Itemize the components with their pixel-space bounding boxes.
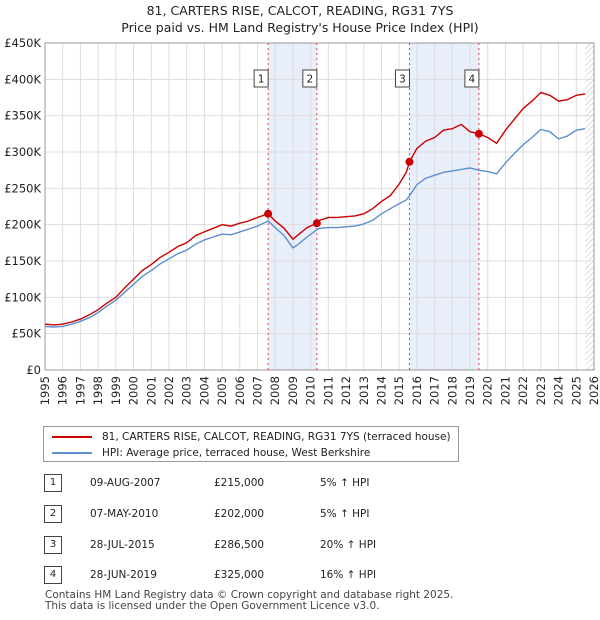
transaction-number: 1 <box>44 474 62 492</box>
transaction-hpi: 5% ↑ HPI <box>320 477 370 489</box>
y-tick-label: £100K <box>4 290 41 304</box>
legend-label-hpi: HPI: Average price, terraced house, West… <box>102 447 371 459</box>
x-tick-label: 2004 <box>197 376 211 405</box>
sale-label-box <box>302 69 318 88</box>
sale-point <box>474 129 483 138</box>
footer-copyright: Contains HM Land Registry data © Crown c… <box>45 589 454 601</box>
x-tick-label: 2016 <box>410 376 424 405</box>
sale-label-number: 3 <box>399 74 406 86</box>
sale-label-box <box>464 69 480 88</box>
x-tick-label: 2017 <box>428 376 442 405</box>
y-tick-label: £400K <box>4 72 41 86</box>
x-tick-label: 2023 <box>534 376 548 405</box>
footer: Contains HM Land Registry data © Crown c… <box>45 590 453 612</box>
series-line-hpi <box>44 128 586 328</box>
transaction-price: £215,000 <box>214 477 265 489</box>
legend-swatch-property <box>52 436 92 438</box>
x-tick-label: 1995 <box>38 376 52 405</box>
y-tick-label: £150K <box>4 254 41 268</box>
x-tick-label: 2018 <box>445 376 459 405</box>
plot-border <box>44 42 595 371</box>
transaction-hpi: 20% ↑ HPI <box>320 539 377 551</box>
x-tick-label: 2025 <box>569 376 583 405</box>
transaction-date: 07-MAY-2010 <box>90 508 159 520</box>
legend-swatch-hpi <box>52 452 92 454</box>
legend-label-property: 81, CARTERS RISE, CALCOT, READING, RG31 … <box>102 431 451 443</box>
footer-licence: This data is licensed under the Open Gov… <box>45 600 380 612</box>
x-tick-label: 2012 <box>339 376 353 405</box>
x-tick-label: 2000 <box>127 376 141 405</box>
legend: 81, CARTERS RISE, CALCOT, READING, RG31 … <box>43 426 459 462</box>
y-tick-label: £200K <box>4 218 41 232</box>
chart-subtitle: Price paid vs. HM Land Registry's House … <box>121 20 479 35</box>
sale-label-box <box>394 69 410 88</box>
x-tick-label: 2003 <box>180 376 194 405</box>
transaction-price: £325,000 <box>214 569 265 581</box>
chart-title: 81, CARTERS RISE, CALCOT, READING, RG31 … <box>146 3 454 18</box>
transaction-number: 3 <box>44 536 62 554</box>
x-tick-label: 1998 <box>91 376 105 405</box>
x-tick-label: 2011 <box>321 376 335 405</box>
y-tick-label: £0 <box>26 363 41 377</box>
x-tick-label: 2013 <box>357 376 371 405</box>
x-tick-label: 1996 <box>56 376 70 405</box>
x-tick-label: 2007 <box>251 376 265 405</box>
x-tick-label: 2014 <box>374 376 388 405</box>
x-tick-label: 2026 <box>587 376 600 405</box>
sale-label-number: 1 <box>258 74 265 86</box>
x-tick-label: 2022 <box>516 376 530 405</box>
transaction-price: £286,500 <box>214 539 265 551</box>
x-tick-label: 1997 <box>73 376 87 405</box>
transaction-number: 2 <box>44 505 62 523</box>
transaction-date: 09-AUG-2007 <box>90 477 161 489</box>
x-tick-label: 2019 <box>463 376 477 405</box>
price-chart: £0 £50K £100K £150K £200K £250K £300K £350K £400… <box>4 36 600 405</box>
transaction-date: 28-JUN-2019 <box>90 569 157 581</box>
x-tick-label: 2008 <box>268 376 282 405</box>
x-tick-label: 2002 <box>162 376 176 405</box>
transaction-date: 28-JUL-2015 <box>90 539 155 551</box>
y-tick-label: £450K <box>4 36 41 50</box>
x-tick-label: 2006 <box>233 376 247 405</box>
x-tick-label: 2015 <box>392 376 406 405</box>
y-tick-label: £250K <box>4 181 41 195</box>
transaction-price: £202,000 <box>214 508 265 520</box>
x-tick-label: 2020 <box>481 376 495 405</box>
x-tick-label: 2009 <box>286 376 300 405</box>
forecast-hatch <box>585 43 594 370</box>
x-tick-label: 2010 <box>304 376 318 405</box>
sale-point <box>405 157 414 166</box>
y-tick-label: £50K <box>12 327 42 341</box>
transaction-number: 4 <box>44 566 62 584</box>
y-tick-label: £350K <box>4 109 41 123</box>
plot-area <box>45 43 594 370</box>
x-tick-label: 2021 <box>498 376 512 405</box>
sale-point <box>264 209 273 218</box>
shaded-period <box>409 43 479 370</box>
x-tick-label: 2005 <box>215 376 229 405</box>
x-tick-label: 1999 <box>109 376 123 405</box>
x-tick-label: 2024 <box>552 376 566 405</box>
y-tick-label: £300K <box>4 145 41 159</box>
transaction-hpi: 16% ↑ HPI <box>320 569 377 581</box>
sale-label-number: 2 <box>306 74 313 86</box>
sale-point <box>312 219 321 228</box>
transaction-hpi: 5% ↑ HPI <box>320 508 370 520</box>
x-tick-label: 2001 <box>144 376 158 405</box>
sale-label-box <box>253 69 269 88</box>
sale-label-number: 4 <box>469 74 476 86</box>
